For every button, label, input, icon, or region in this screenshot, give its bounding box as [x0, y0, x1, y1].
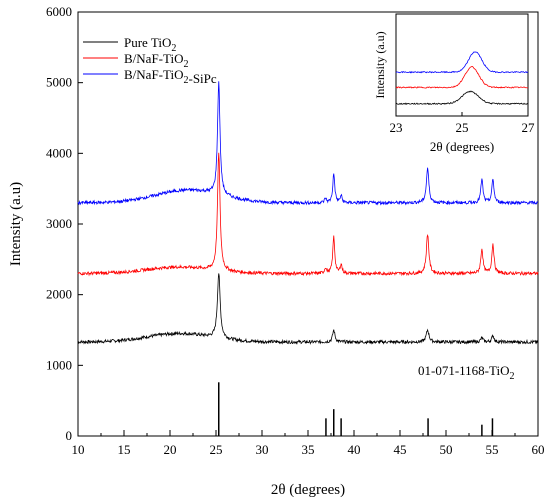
y-tick-label: 5000	[46, 75, 72, 90]
inset-series-line-2	[395, 51, 529, 74]
inset-x-tick-label: 27	[522, 120, 536, 135]
y-tick-label: 6000	[46, 4, 72, 19]
inset-x-axis-title: 2θ (degrees)	[430, 139, 494, 154]
y-axis-title: Intensity (a.u)	[8, 182, 24, 266]
inset-frame	[395, 13, 529, 117]
series-layer	[77, 81, 539, 345]
x-tick-label: 15	[118, 442, 131, 457]
x-tick-label: 30	[256, 442, 269, 457]
inset-y-axis-title: Intensity (a.u)	[373, 31, 387, 98]
inset-x-tick-label: 23	[390, 120, 403, 135]
inset-x-axis: 23 25 27	[390, 112, 536, 135]
inset-series-layer	[395, 51, 529, 105]
series-line-2	[77, 81, 539, 206]
y-tick-label: 2000	[46, 287, 72, 302]
y-tick-label: 0	[66, 428, 73, 443]
x-tick-label: 40	[348, 442, 361, 457]
x-tick-label: 45	[394, 442, 407, 457]
x-tick-label: 25	[210, 442, 223, 457]
inset-chart: 23 25 27 2θ (degrees) Intensity (a.u)	[373, 13, 536, 154]
x-axis-title: 2θ (degrees)	[271, 482, 345, 498]
inset-series-line-0	[395, 90, 529, 105]
y-tick-label: 3000	[46, 216, 72, 231]
reference-pattern	[218, 382, 494, 436]
x-tick-label: 10	[72, 442, 85, 457]
x-tick-label: 20	[164, 442, 177, 457]
legend-label-pure: Pure TiO2	[124, 35, 176, 54]
reference-label: 01-071-1168-TiO2	[418, 363, 515, 382]
inset-series-line-1	[395, 66, 529, 89]
legend-label-bnaf: B/NaF-TiO2	[124, 51, 188, 70]
inset-x-tick-label: 25	[456, 120, 469, 135]
x-axis: 10 15 20 25 30 35 40 45 50 55 60	[72, 430, 545, 457]
y-axis: 0 1000 2000 3000 4000 5000 6000	[46, 4, 83, 443]
series-line-1	[77, 152, 539, 277]
y-tick-label: 4000	[46, 145, 72, 160]
x-tick-label: 50	[440, 442, 453, 457]
x-tick-label: 35	[302, 442, 315, 457]
x-tick-label: 60	[532, 442, 545, 457]
y-tick-label: 1000	[46, 357, 72, 372]
series-line-0	[77, 273, 539, 345]
legend: Pure TiO2 B/NaF-TiO2 B/NaF-TiO2-SiPc	[83, 35, 217, 86]
x-tick-label: 55	[486, 442, 499, 457]
legend-label-sipc: B/NaF-TiO2-SiPc	[124, 67, 217, 86]
